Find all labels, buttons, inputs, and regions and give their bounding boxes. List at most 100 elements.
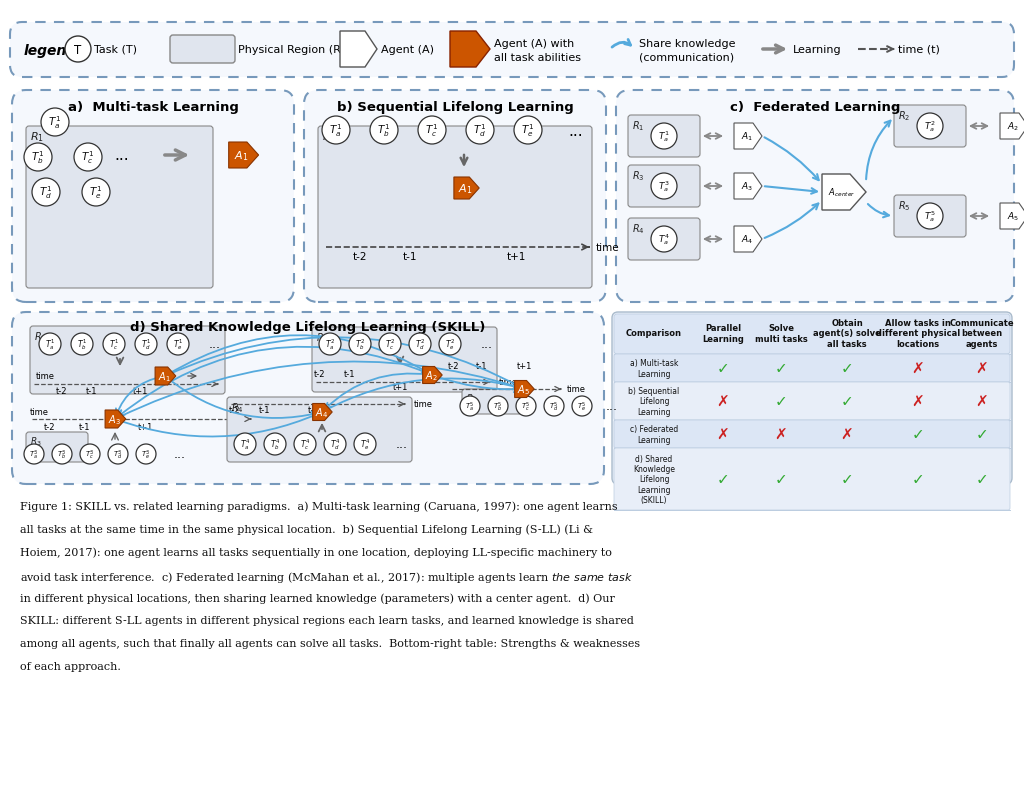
Text: time: time — [30, 408, 49, 417]
Text: $A_4$: $A_4$ — [314, 406, 328, 419]
Text: (communication): (communication) — [639, 53, 734, 63]
Text: $A_1$: $A_1$ — [741, 131, 753, 143]
Text: of each approach.: of each approach. — [20, 661, 121, 671]
Text: ✓: ✓ — [841, 394, 853, 409]
Circle shape — [349, 334, 371, 355]
Circle shape — [71, 334, 93, 355]
Text: ✗: ✗ — [717, 427, 729, 442]
Polygon shape — [228, 143, 259, 168]
Text: ...: ... — [174, 448, 186, 461]
Text: $A_1$: $A_1$ — [458, 182, 472, 196]
Text: Physical Region (R): Physical Region (R) — [238, 45, 345, 55]
Text: t-2: t-2 — [449, 362, 460, 371]
Circle shape — [136, 444, 156, 464]
Text: $A_3$: $A_3$ — [741, 180, 753, 193]
Text: $T_c^1$: $T_c^1$ — [425, 123, 438, 140]
Text: $T_d^1$: $T_d^1$ — [473, 123, 486, 140]
Text: $T_a^1$: $T_a^1$ — [48, 115, 61, 132]
FancyBboxPatch shape — [614, 383, 1010, 420]
Text: $R_5$: $R_5$ — [898, 199, 910, 213]
FancyBboxPatch shape — [12, 91, 294, 302]
Text: in different physical locations, then sharing learned knowledge (parameters) wit: in different physical locations, then sh… — [20, 592, 614, 603]
FancyBboxPatch shape — [614, 354, 1010, 383]
Text: ...: ... — [396, 438, 408, 451]
Text: $A_4$: $A_4$ — [740, 233, 753, 246]
Circle shape — [234, 433, 256, 456]
Text: b) Sequential Lifelong Learning: b) Sequential Lifelong Learning — [337, 101, 573, 114]
Text: ✓: ✓ — [841, 472, 853, 487]
Text: Communicate
between
agents: Communicate between agents — [949, 318, 1015, 348]
Text: $T_d^3$: $T_d^3$ — [114, 448, 123, 461]
FancyBboxPatch shape — [628, 166, 700, 208]
Text: b) Sequential
Lifelong
Learning: b) Sequential Lifelong Learning — [629, 387, 680, 416]
Text: $T_c^1$: $T_c^1$ — [109, 337, 119, 352]
Circle shape — [651, 227, 677, 253]
Text: $T_b^3$: $T_b^3$ — [57, 448, 67, 461]
Text: legend: legend — [24, 43, 77, 58]
Circle shape — [466, 117, 494, 145]
Text: $T_e^2$: $T_e^2$ — [444, 337, 455, 352]
Circle shape — [319, 334, 341, 355]
Circle shape — [544, 396, 564, 416]
Text: ...: ... — [115, 148, 129, 164]
Text: $A_1$: $A_1$ — [158, 370, 171, 383]
FancyBboxPatch shape — [614, 420, 1010, 448]
Text: $T_b^2$: $T_b^2$ — [355, 337, 366, 352]
Text: $T_c^2$: $T_c^2$ — [385, 337, 395, 352]
Text: $R_4$: $R_4$ — [632, 221, 645, 236]
Text: Share knowledge: Share knowledge — [639, 39, 735, 49]
Text: t+1: t+1 — [307, 406, 323, 415]
Text: t-2: t-2 — [314, 370, 326, 379]
Polygon shape — [515, 381, 535, 398]
Circle shape — [167, 334, 189, 355]
Text: ✗: ✗ — [911, 394, 925, 409]
Circle shape — [82, 179, 110, 207]
Text: $T_a^5$: $T_a^5$ — [465, 400, 475, 413]
Text: d) Shared Knowledge Lifelong Learning (SKILL): d) Shared Knowledge Lifelong Learning (S… — [130, 321, 485, 334]
Text: $A_5$: $A_5$ — [1007, 210, 1019, 223]
Text: ✓: ✓ — [911, 472, 925, 487]
Text: $R_3$: $R_3$ — [30, 435, 42, 448]
Text: $T_a^3$: $T_a^3$ — [30, 448, 39, 461]
Text: ✓: ✓ — [717, 472, 729, 487]
Text: t-2: t-2 — [44, 423, 55, 432]
Text: ✓: ✓ — [976, 472, 988, 487]
Polygon shape — [450, 32, 490, 68]
Polygon shape — [1000, 204, 1024, 229]
Text: t-1: t-1 — [259, 406, 270, 415]
Text: t-2: t-2 — [352, 252, 368, 261]
Text: $A_5$: $A_5$ — [517, 383, 529, 396]
Text: ✓: ✓ — [976, 427, 988, 442]
Text: avoid task interference.  c) Federated learning (McMahan et al., 2017): multiple: avoid task interference. c) Federated le… — [20, 569, 633, 585]
Text: ✗: ✗ — [717, 394, 729, 409]
Circle shape — [409, 334, 431, 355]
Text: ✓: ✓ — [911, 427, 925, 442]
Text: $T_b^1$: $T_b^1$ — [32, 149, 45, 166]
Text: c) Federated
Learning: c) Federated Learning — [630, 425, 678, 444]
FancyBboxPatch shape — [318, 127, 592, 289]
Polygon shape — [822, 175, 866, 211]
Text: $R_4$: $R_4$ — [231, 400, 244, 415]
Text: Allow tasks in
different physical
locations: Allow tasks in different physical locati… — [876, 318, 961, 348]
Polygon shape — [734, 227, 762, 253]
Text: $T_c^4$: $T_c^4$ — [300, 437, 310, 452]
Text: Learning: Learning — [793, 45, 842, 55]
FancyBboxPatch shape — [26, 432, 88, 463]
Text: d) Shared
Knowledge
Lifelong
Learning
(SKILL): d) Shared Knowledge Lifelong Learning (S… — [633, 454, 675, 504]
Circle shape — [918, 204, 943, 229]
FancyBboxPatch shape — [894, 106, 966, 148]
Text: $A_3$: $A_3$ — [108, 412, 121, 427]
Text: $T_a^2$: $T_a^2$ — [925, 119, 936, 134]
Text: t-2: t-2 — [56, 387, 68, 396]
Text: $T_d^4$: $T_d^4$ — [330, 437, 340, 452]
Text: Parallel
Learning: Parallel Learning — [702, 324, 744, 343]
Text: ✗: ✗ — [976, 361, 988, 376]
Text: Figure 1: SKILL vs. related learning paradigms.  a) Multi-task learning (Caruana: Figure 1: SKILL vs. related learning par… — [20, 500, 617, 511]
Text: a)  Multi-task Learning: a) Multi-task Learning — [68, 101, 239, 114]
Circle shape — [460, 396, 480, 416]
Text: Solve
multi tasks: Solve multi tasks — [755, 324, 807, 343]
Circle shape — [370, 117, 398, 145]
Polygon shape — [423, 367, 442, 384]
Text: $A_2$: $A_2$ — [425, 369, 437, 383]
Circle shape — [74, 144, 102, 172]
